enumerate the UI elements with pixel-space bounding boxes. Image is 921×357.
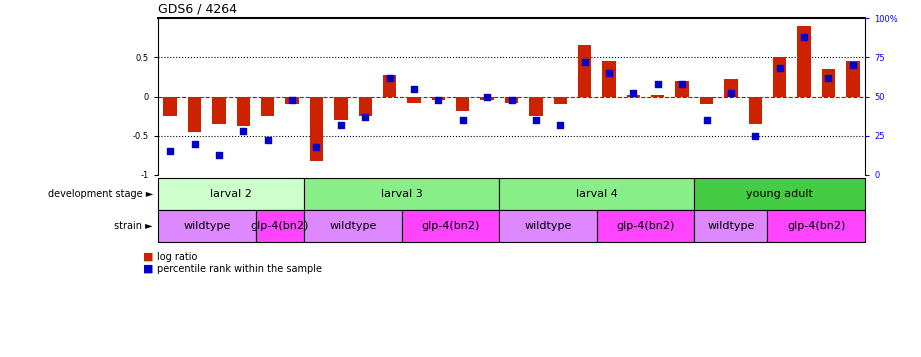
Point — [601, 70, 616, 76]
Point — [236, 128, 251, 134]
Point — [529, 117, 543, 123]
Point — [699, 117, 714, 123]
Text: glp-4(bn2): glp-4(bn2) — [616, 221, 675, 231]
Bar — [188, 96, 202, 132]
Point — [724, 91, 739, 96]
Bar — [798, 26, 810, 96]
Bar — [407, 96, 421, 103]
Point — [480, 94, 495, 99]
Bar — [767, 210, 865, 242]
Point — [577, 59, 592, 65]
Bar — [499, 178, 694, 210]
Point — [821, 75, 835, 81]
Point — [358, 114, 373, 120]
Point — [333, 122, 348, 127]
Bar — [304, 210, 402, 242]
Bar — [530, 96, 542, 116]
Bar — [602, 61, 616, 96]
Bar — [846, 61, 859, 96]
Text: glp-4(bn2): glp-4(bn2) — [422, 221, 480, 231]
Bar — [334, 96, 347, 120]
Bar — [694, 210, 767, 242]
Bar — [694, 178, 865, 210]
Point — [504, 97, 519, 102]
Bar — [358, 96, 372, 116]
Bar — [456, 96, 470, 111]
Point — [675, 81, 690, 87]
Text: wildtype: wildtype — [330, 221, 377, 231]
Text: young adult: young adult — [746, 189, 813, 199]
Text: ■: ■ — [143, 264, 153, 274]
Bar — [432, 96, 445, 100]
Point — [382, 75, 397, 81]
Bar — [749, 96, 762, 124]
Point — [187, 141, 202, 146]
Bar — [554, 96, 567, 104]
Text: larval 2: larval 2 — [210, 189, 252, 199]
Text: development stage ►: development stage ► — [48, 189, 153, 199]
Bar — [651, 95, 664, 96]
Point — [553, 122, 567, 127]
Point — [261, 137, 275, 143]
Bar — [261, 96, 274, 116]
Text: GDS6 / 4264: GDS6 / 4264 — [158, 2, 237, 15]
Point — [845, 62, 860, 68]
Bar — [158, 178, 304, 210]
Text: wildtype: wildtype — [707, 221, 754, 231]
Bar — [505, 96, 519, 103]
Text: log ratio: log ratio — [157, 252, 197, 262]
Point — [797, 34, 811, 40]
Bar — [499, 210, 597, 242]
Bar — [822, 69, 835, 96]
Point — [406, 86, 421, 91]
Bar — [304, 178, 499, 210]
Text: percentile rank within the sample: percentile rank within the sample — [157, 264, 321, 274]
Point — [285, 97, 299, 102]
Bar — [626, 95, 640, 96]
Bar — [578, 45, 591, 96]
Text: strain ►: strain ► — [114, 221, 153, 231]
Bar — [700, 96, 713, 104]
Bar — [675, 81, 689, 96]
Point — [626, 91, 641, 96]
Text: wildtype: wildtype — [524, 221, 572, 231]
Bar — [597, 210, 694, 242]
Point — [650, 81, 665, 87]
Bar — [286, 96, 298, 104]
Bar — [158, 210, 255, 242]
Point — [163, 149, 178, 154]
Point — [748, 133, 763, 139]
Point — [212, 152, 227, 157]
Text: larval 4: larval 4 — [576, 189, 618, 199]
Point — [309, 144, 324, 150]
Bar — [724, 79, 738, 96]
Point — [431, 97, 446, 102]
Text: glp-4(bn2): glp-4(bn2) — [251, 221, 309, 231]
Point — [455, 117, 470, 123]
Bar — [773, 57, 787, 96]
Point — [773, 65, 787, 71]
Bar — [402, 210, 499, 242]
Bar — [481, 96, 494, 100]
Text: wildtype: wildtype — [183, 221, 230, 231]
Text: larval 3: larval 3 — [381, 189, 423, 199]
Bar — [237, 96, 250, 126]
Text: ■: ■ — [143, 252, 153, 262]
Bar — [255, 210, 304, 242]
Bar — [309, 96, 323, 161]
Text: glp-4(bn2): glp-4(bn2) — [787, 221, 845, 231]
Bar — [164, 96, 177, 116]
Bar — [383, 75, 396, 96]
Bar — [212, 96, 226, 124]
